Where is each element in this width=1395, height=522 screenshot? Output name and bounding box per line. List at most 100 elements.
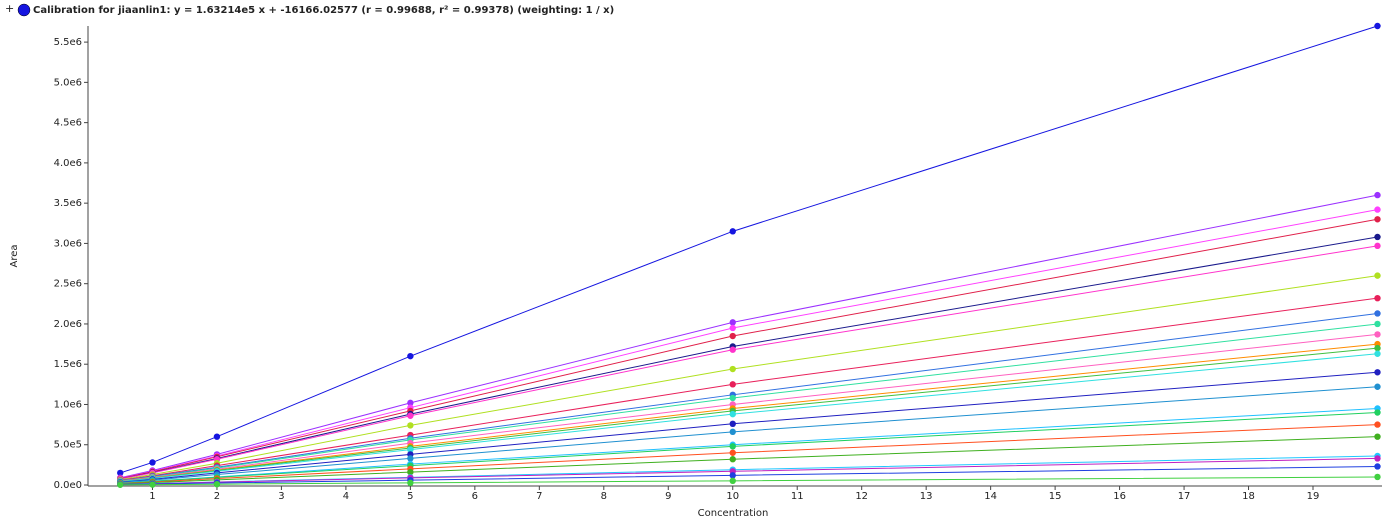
x-tick-label: 3	[278, 491, 284, 502]
data-point	[1374, 344, 1381, 352]
y-axis-label: Area	[9, 244, 20, 267]
data-point	[1374, 310, 1381, 317]
calibration-line	[120, 194, 1378, 479]
data-point	[1374, 455, 1381, 462]
data-point	[729, 346, 736, 353]
calibration-line	[120, 218, 1378, 480]
calibration-line	[120, 436, 1378, 485]
data-point	[729, 394, 736, 402]
data-point	[1374, 272, 1381, 279]
data-point	[407, 422, 414, 429]
data-point	[1374, 242, 1381, 250]
y-tick-label: 5.0e6	[54, 77, 82, 88]
data-point	[729, 410, 736, 418]
y-tick-label: 1.0e6	[54, 399, 82, 410]
expand-icon[interactable]: +	[5, 2, 14, 15]
data-point	[1374, 320, 1381, 328]
calibration-line	[120, 275, 1378, 481]
data-point	[729, 428, 736, 436]
data-point	[1374, 191, 1381, 199]
x-tick-label: 18	[1242, 491, 1255, 502]
x-tick-label: 10	[726, 491, 739, 502]
data-point	[407, 352, 414, 360]
y-tick-label: 2.0e6	[54, 319, 82, 330]
x-tick-label: 16	[1113, 491, 1126, 502]
x-axis-label: Concentration	[698, 508, 769, 519]
x-tick-label: 4	[343, 491, 349, 502]
data-point	[1374, 433, 1381, 440]
calibration-line	[120, 353, 1378, 483]
x-tick-label: 8	[601, 491, 607, 502]
x-tick-label: 14	[984, 491, 997, 502]
data-point	[407, 412, 414, 419]
calibration-line	[120, 245, 1378, 480]
data-point	[729, 365, 736, 373]
data-point	[729, 443, 736, 450]
data-point	[117, 469, 124, 477]
x-tick-label: 1	[149, 491, 155, 502]
data-point	[729, 319, 736, 326]
y-tick-label: 5.5e6	[54, 37, 82, 48]
data-point	[1374, 409, 1381, 416]
x-tick-label: 7	[536, 491, 542, 502]
calibration-line	[120, 465, 1378, 486]
data-point	[1374, 22, 1381, 30]
data-point	[1374, 331, 1381, 338]
data-point	[149, 481, 156, 488]
calibration-line	[120, 476, 1378, 486]
data-point	[1374, 369, 1381, 376]
x-tick-label: 6	[472, 491, 478, 502]
y-tick-label: 0.0e0	[54, 480, 82, 491]
data-point	[1374, 294, 1381, 302]
calibration-line	[120, 25, 1378, 474]
calibration-line	[120, 424, 1378, 484]
data-point	[729, 324, 736, 332]
data-point	[729, 456, 736, 463]
data-point	[407, 446, 414, 453]
data-point	[1374, 473, 1381, 481]
data-point	[729, 420, 736, 427]
data-point	[407, 479, 414, 487]
y-tick-label: 5.0e5	[54, 440, 82, 451]
y-tick-label: 4.0e6	[54, 158, 82, 169]
data-point	[729, 381, 736, 388]
x-tick-label: 17	[1178, 491, 1191, 502]
x-tick-label: 9	[665, 491, 671, 502]
calibration-line	[120, 386, 1378, 484]
data-point	[729, 472, 736, 479]
data-point	[729, 477, 736, 485]
data-point	[407, 468, 414, 476]
data-point	[117, 481, 124, 488]
data-point	[729, 228, 736, 235]
data-point	[407, 399, 414, 407]
data-point	[1374, 421, 1381, 428]
calibration-line	[120, 297, 1378, 481]
data-point	[213, 480, 221, 488]
y-tick-label: 3.0e6	[54, 238, 82, 249]
data-point	[149, 459, 156, 466]
x-tick-label: 13	[920, 491, 933, 502]
y-tick-label: 4.5e6	[54, 118, 82, 129]
data-point	[1374, 206, 1381, 213]
x-tick-label: 15	[1049, 491, 1062, 502]
chart-title: Calibration for jiaanlin1: y = 1.63214e5…	[33, 5, 614, 16]
x-tick-label: 19	[1307, 491, 1320, 502]
x-tick-label: 11	[791, 491, 804, 502]
data-point	[1374, 463, 1381, 470]
series-marker	[17, 3, 31, 17]
data-point	[213, 433, 221, 440]
data-point	[1374, 383, 1381, 390]
x-tick-label: 5	[407, 491, 413, 502]
calibration-line	[120, 412, 1378, 484]
y-tick-label: 3.5e6	[54, 198, 82, 209]
data-point	[729, 449, 736, 456]
calibration-line	[120, 371, 1378, 483]
data-point	[407, 455, 414, 462]
calibration-line	[120, 236, 1378, 480]
data-point	[1374, 216, 1381, 223]
x-tick-label: 12	[855, 491, 868, 502]
data-point	[729, 332, 736, 340]
data-point	[1374, 350, 1381, 357]
calibration-line	[120, 347, 1378, 483]
